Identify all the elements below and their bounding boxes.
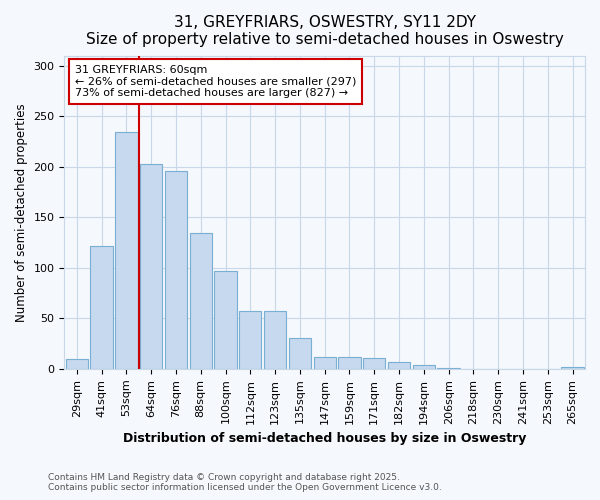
Title: 31, GREYFRIARS, OSWESTRY, SY11 2DY
Size of property relative to semi-detached ho: 31, GREYFRIARS, OSWESTRY, SY11 2DY Size … [86, 15, 563, 48]
Bar [314, 357, 336, 369]
X-axis label: Distribution of semi-detached houses by size in Oswestry: Distribution of semi-detached houses by … [123, 432, 526, 445]
Bar [165, 171, 187, 369]
Bar [115, 132, 137, 369]
Bar [239, 312, 262, 369]
Text: Contains HM Land Registry data © Crown copyright and database right 2025.
Contai: Contains HM Land Registry data © Crown c… [48, 473, 442, 492]
Bar [264, 312, 286, 369]
Bar [413, 365, 435, 369]
Bar [562, 367, 584, 369]
Bar [363, 358, 385, 369]
Bar [65, 359, 88, 369]
Y-axis label: Number of semi-detached properties: Number of semi-detached properties [15, 103, 28, 322]
Bar [91, 246, 113, 369]
Bar [388, 362, 410, 369]
Bar [190, 234, 212, 369]
Bar [338, 357, 361, 369]
Bar [140, 164, 163, 369]
Bar [437, 368, 460, 369]
Bar [214, 271, 236, 369]
Text: 31 GREYFRIARS: 60sqm
← 26% of semi-detached houses are smaller (297)
73% of semi: 31 GREYFRIARS: 60sqm ← 26% of semi-detac… [75, 65, 356, 98]
Bar [289, 338, 311, 369]
